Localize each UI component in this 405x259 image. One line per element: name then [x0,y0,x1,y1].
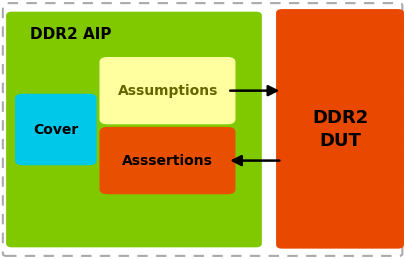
FancyBboxPatch shape [15,94,96,165]
FancyBboxPatch shape [275,9,403,249]
FancyBboxPatch shape [99,57,235,124]
Text: Assumptions: Assumptions [117,84,217,98]
Text: DDR2
DUT: DDR2 DUT [311,109,367,150]
Text: DDR2 AIP: DDR2 AIP [30,27,111,42]
FancyBboxPatch shape [6,12,261,247]
Text: Asssertions: Asssertions [122,154,213,168]
FancyBboxPatch shape [99,127,235,194]
Text: Cover: Cover [33,123,79,136]
